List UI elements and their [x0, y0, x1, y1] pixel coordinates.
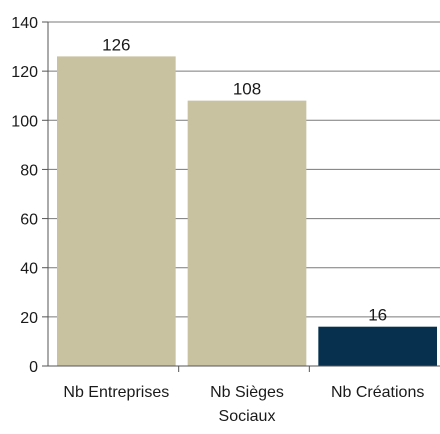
- y-tick-label: 140: [11, 15, 38, 32]
- bar: [187, 100, 307, 366]
- x-category-label: Nb Sièges: [210, 384, 284, 401]
- y-tick-labels: 0 20 40 60 80 100 120 140: [11, 15, 38, 376]
- x-category-label: Sociaux: [219, 408, 276, 425]
- bars: [57, 56, 437, 367]
- axes: [42, 21, 440, 372]
- y-tick-label: 60: [20, 212, 38, 229]
- bar: [318, 326, 437, 366]
- data-labels: 126 108 16: [102, 35, 387, 324]
- x-category-label: Nb Créations: [331, 384, 424, 401]
- y-tick-label: 20: [20, 310, 38, 327]
- data-label: 16: [368, 306, 387, 325]
- bar: [57, 56, 176, 367]
- data-label: 108: [233, 80, 261, 99]
- data-label: 126: [102, 35, 130, 54]
- y-tick-label: 100: [11, 113, 38, 130]
- y-tick-label: 120: [11, 64, 38, 81]
- x-category-label: Nb Entreprises: [63, 384, 169, 401]
- x-category-labels: Nb Entreprises Nb Sièges Sociaux Nb Créatio…: [63, 384, 424, 425]
- y-tick-label: 0: [29, 359, 38, 376]
- y-tick-label: 80: [20, 162, 38, 179]
- y-tick-label: 40: [20, 261, 38, 278]
